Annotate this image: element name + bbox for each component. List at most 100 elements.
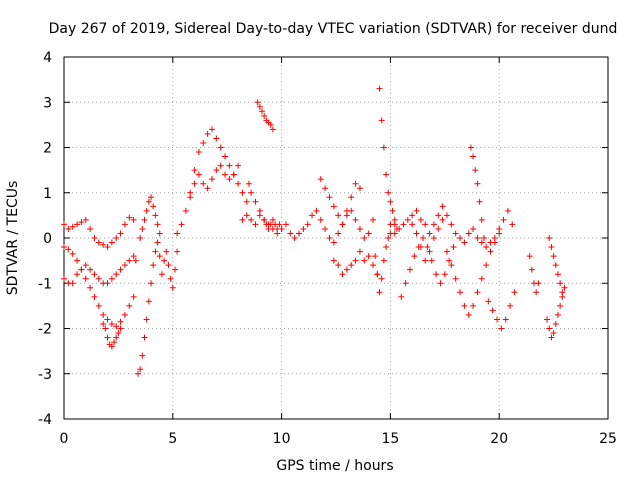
data-point [65, 225, 72, 232]
data-point [470, 225, 477, 232]
data-point [343, 266, 350, 273]
data-point [65, 246, 72, 253]
y-tick-labels: -4 -3 -2 -1 0 1 2 3 4 [38, 50, 52, 428]
data-point [533, 289, 540, 296]
data-point [74, 221, 81, 228]
data-point [474, 180, 481, 187]
data-point [61, 244, 67, 251]
data-point [309, 212, 316, 219]
data-point [239, 216, 246, 223]
data-point [158, 271, 165, 278]
data-point [413, 230, 420, 237]
data-point [383, 171, 390, 178]
data-point [335, 212, 342, 219]
data-point [222, 153, 229, 160]
data-point [335, 230, 342, 237]
data-point [91, 235, 98, 241]
data-point [443, 212, 450, 219]
data-point [343, 207, 350, 214]
data-point [243, 198, 250, 205]
data-point [365, 230, 372, 237]
data-point [487, 248, 494, 255]
data-point [104, 316, 111, 323]
data-point [450, 244, 457, 251]
data-point [356, 225, 363, 232]
data-point [476, 198, 483, 205]
data-point [548, 244, 555, 251]
data-point [291, 235, 298, 241]
data-point [411, 253, 418, 260]
data-point [259, 108, 266, 115]
data-point [113, 235, 120, 241]
data-point [526, 253, 533, 260]
data-point [385, 189, 392, 196]
data-point [502, 316, 509, 323]
grid-lines [64, 57, 608, 419]
data-point [296, 230, 303, 237]
data-point [178, 221, 185, 228]
data-point [152, 248, 159, 255]
data-point [126, 302, 133, 309]
y-axis-label: SDTVAR / TECUs [5, 181, 21, 296]
data-point [235, 180, 242, 187]
data-point [491, 239, 498, 246]
x-tick-label: 10 [273, 431, 291, 447]
data-point [465, 311, 472, 318]
y-tick-label: 2 [43, 141, 52, 157]
data-point [457, 235, 464, 241]
data-point [256, 207, 263, 214]
data-point [156, 253, 163, 260]
data-point [435, 212, 442, 219]
data-point [396, 225, 403, 232]
data-point [208, 126, 215, 133]
data-point [430, 235, 437, 241]
data-point [406, 266, 413, 273]
data-point [339, 221, 346, 228]
data-point [483, 244, 490, 251]
data-point [504, 207, 511, 214]
data-point [200, 139, 207, 146]
data-point [557, 302, 564, 309]
data-point [139, 225, 146, 232]
data-point [374, 271, 381, 278]
data-point [352, 257, 359, 264]
data-point [256, 103, 263, 110]
data-point [126, 214, 133, 221]
data-point [130, 216, 137, 223]
data-point [465, 230, 472, 237]
data-point [496, 230, 503, 237]
data-point [191, 180, 198, 187]
data-point [400, 221, 407, 228]
data-point [152, 212, 159, 219]
data-point [372, 253, 379, 260]
data-point [322, 225, 329, 232]
data-point [391, 216, 398, 223]
data-point [383, 244, 390, 251]
data-point [474, 289, 481, 296]
data-point [402, 280, 409, 287]
data-point [461, 302, 468, 309]
data-point [117, 318, 124, 325]
data-point [548, 334, 555, 341]
data-point [87, 284, 94, 291]
data-point [330, 239, 337, 246]
data-point [163, 248, 170, 255]
data-point [387, 198, 394, 205]
data-point [154, 239, 161, 246]
data-point [404, 216, 411, 223]
data-point [356, 248, 363, 255]
data-point [226, 176, 233, 183]
data-point [276, 221, 283, 228]
data-point [335, 262, 342, 269]
data-point [485, 298, 492, 305]
data-point [104, 244, 111, 251]
x-axis-label: GPS time / hours [276, 458, 393, 474]
data-point [446, 257, 453, 264]
data-point [509, 221, 516, 228]
data-point [494, 316, 501, 323]
data-point [389, 207, 396, 214]
data-point [552, 320, 559, 327]
data-point [550, 253, 557, 260]
data-point [248, 189, 255, 196]
